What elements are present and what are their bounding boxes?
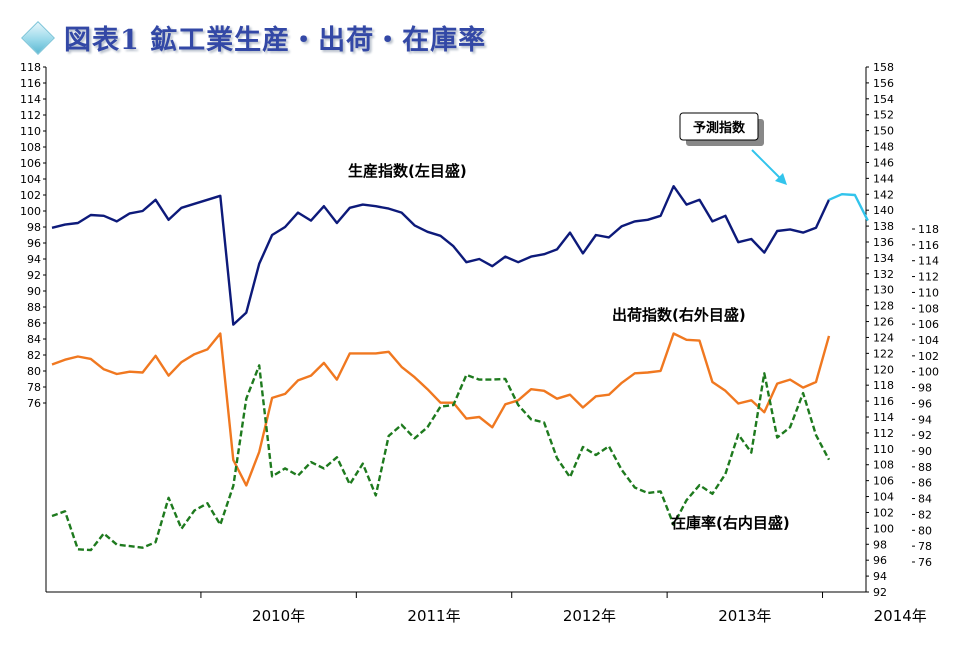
right-outer-axis-tick-label: 128 — [873, 300, 894, 313]
left-axis-tick-label: 110 — [20, 125, 41, 138]
right-outer-axis-tick-label: 94 — [873, 570, 887, 583]
left-axis-tick-label: 88 — [27, 301, 41, 314]
left-axis-tick-label: 116 — [20, 77, 41, 90]
left-axis-tick-label: 96 — [27, 237, 41, 250]
right-inner-axis-tick-label: 116 — [918, 239, 939, 252]
right-inner-axis-tick-label: 86 — [918, 477, 932, 490]
inventory-line — [51, 364, 831, 552]
right-outer-axis-tick-label: 156 — [873, 77, 894, 90]
shipment-series-label: 出荷指数(右外目盛) — [612, 306, 746, 324]
right-outer-axis-tick-label: 102 — [873, 506, 894, 519]
right-outer-axis-tick-label: 148 — [873, 141, 894, 154]
right-inner-axis-tick-label: 118 — [918, 223, 939, 236]
right-outer-axis-tick-label: 154 — [873, 93, 894, 106]
right-outer-axis-tick-label: 120 — [873, 363, 894, 376]
right-outer-axis-tick-label: 96 — [873, 554, 887, 567]
right-outer-axis-tick-label: 106 — [873, 475, 894, 488]
right-inner-axis-tick-label: 98 — [918, 382, 932, 395]
right-outer-axis-tick-label: 104 — [873, 491, 894, 504]
right-outer-axis-tick-label: 142 — [873, 188, 894, 201]
right-inner-axis-tick-label: 108 — [918, 302, 939, 315]
right-inner-axis-tick-label: 82 — [918, 508, 932, 521]
forecast-callout-box — [679, 112, 759, 141]
left-axis-tick-label: 98 — [27, 221, 41, 234]
right-outer-axis-tick-label: 158 — [873, 61, 894, 74]
right-inner-axis-tick-label: 94 — [918, 413, 932, 426]
left-axis-tick-label: 100 — [20, 205, 41, 218]
forecast-callout-arrowhead — [775, 173, 787, 185]
right-outer-axis-tick-label: 124 — [873, 331, 894, 344]
right-inner-axis-tick-label: 80 — [918, 524, 932, 537]
right-outer-axis-tick-label: 136 — [873, 236, 894, 249]
x-axis-label: 2014年 — [874, 607, 927, 625]
left-axis-tick-label: 92 — [27, 269, 41, 282]
right-outer-axis-tick-label: 138 — [873, 220, 894, 233]
forecast-line — [828, 192, 869, 222]
left-axis-tick-label: 114 — [20, 93, 41, 106]
inventory-series-label: 在庫率(右内目盛) — [671, 514, 790, 532]
right-outer-axis-tick-label: 126 — [873, 316, 894, 329]
chart-title: 図表1 鉱工業生産・出荷・在庫率 — [64, 25, 487, 56]
right-outer-axis-tick-label: 140 — [873, 204, 894, 217]
left-axis-tick-label: 102 — [20, 189, 41, 202]
left-axis-tick-label: 78 — [27, 381, 41, 394]
left-axis-tick-label: 104 — [20, 173, 41, 186]
right-outer-axis-tick-label: 152 — [873, 109, 894, 122]
right-outer-axis-tick-label: 112 — [873, 427, 894, 440]
right-inner-axis-tick-label: 102 — [918, 350, 939, 363]
right-inner-axis-tick-label: 92 — [918, 429, 932, 442]
production-line — [51, 184, 831, 326]
right-outer-axis-tick-label: 130 — [873, 284, 894, 297]
right-outer-axis-tick-label: 122 — [873, 347, 894, 360]
left-axis-tick-label: 118 — [20, 61, 41, 74]
right-outer-axis-tick-label: 114 — [873, 411, 894, 424]
left-axis-tick-label: 76 — [27, 397, 41, 410]
right-outer-axis-tick-label: 108 — [873, 459, 894, 472]
x-axis-label: 2011年 — [407, 607, 460, 625]
right-inner-axis-tick-label: 78 — [918, 540, 932, 553]
right-outer-axis-tick-label: 146 — [873, 156, 894, 169]
right-outer-axis-tick-label: 132 — [873, 268, 894, 281]
right-outer-axis-tick-label: 92 — [873, 586, 887, 599]
left-axis-tick-label: 86 — [27, 317, 41, 330]
forecast-callout-label: 予測指数 — [693, 120, 746, 136]
left-axis-tick-label: 106 — [20, 157, 41, 170]
forecast-callout-arrow-line — [751, 149, 783, 181]
right-outer-axis-tick-label: 134 — [873, 252, 894, 265]
right-inner-axis-tick-label: 84 — [918, 493, 932, 506]
right-inner-axis-tick-label: 112 — [918, 271, 939, 284]
right-outer-axis-tick-label: 150 — [873, 125, 894, 138]
right-inner-axis-tick-label: 90 — [918, 445, 932, 458]
left-axis-tick-label: 82 — [27, 349, 41, 362]
right-outer-axis-tick-label: 118 — [873, 379, 894, 392]
left-axis-tick-label: 84 — [27, 333, 41, 346]
right-inner-axis-tick-label: 114 — [918, 255, 939, 268]
right-outer-axis-tick-label: 110 — [873, 443, 894, 456]
right-outer-axis-tick-label: 98 — [873, 538, 887, 551]
right-outer-axis-tick-label: 100 — [873, 522, 894, 535]
left-axis-tick-label: 90 — [27, 285, 41, 298]
left-axis-tick-label: 112 — [20, 109, 41, 122]
right-inner-axis-tick-label: 96 — [918, 397, 932, 410]
chart-title-block: 図表1 鉱工業生産・出荷・在庫率 — [21, 18, 487, 57]
left-axis-tick-label: 108 — [20, 141, 41, 154]
x-axis-label: 2010年 — [252, 607, 305, 625]
right-inner-axis-tick-label: 76 — [918, 556, 932, 569]
right-inner-axis-tick-label: 106 — [918, 318, 939, 331]
right-inner-axis-tick-label: 110 — [918, 286, 939, 299]
shipment-line — [51, 332, 831, 487]
right-inner-axis-tick-label: 100 — [918, 366, 939, 379]
x-axis-label: 2012年 — [563, 607, 616, 625]
right-outer-axis-tick-label: 116 — [873, 395, 894, 408]
left-axis-tick-label: 80 — [27, 365, 41, 378]
right-outer-axis-tick-label: 144 — [873, 172, 894, 185]
x-axis-label: 2013年 — [718, 607, 771, 625]
left-axis-tick-label: 94 — [27, 253, 41, 266]
production-series-label: 生産指数(左目盛) — [348, 162, 467, 180]
right-inner-axis-tick-label: 104 — [918, 334, 939, 347]
right-inner-axis-tick-label: 88 — [918, 461, 932, 474]
